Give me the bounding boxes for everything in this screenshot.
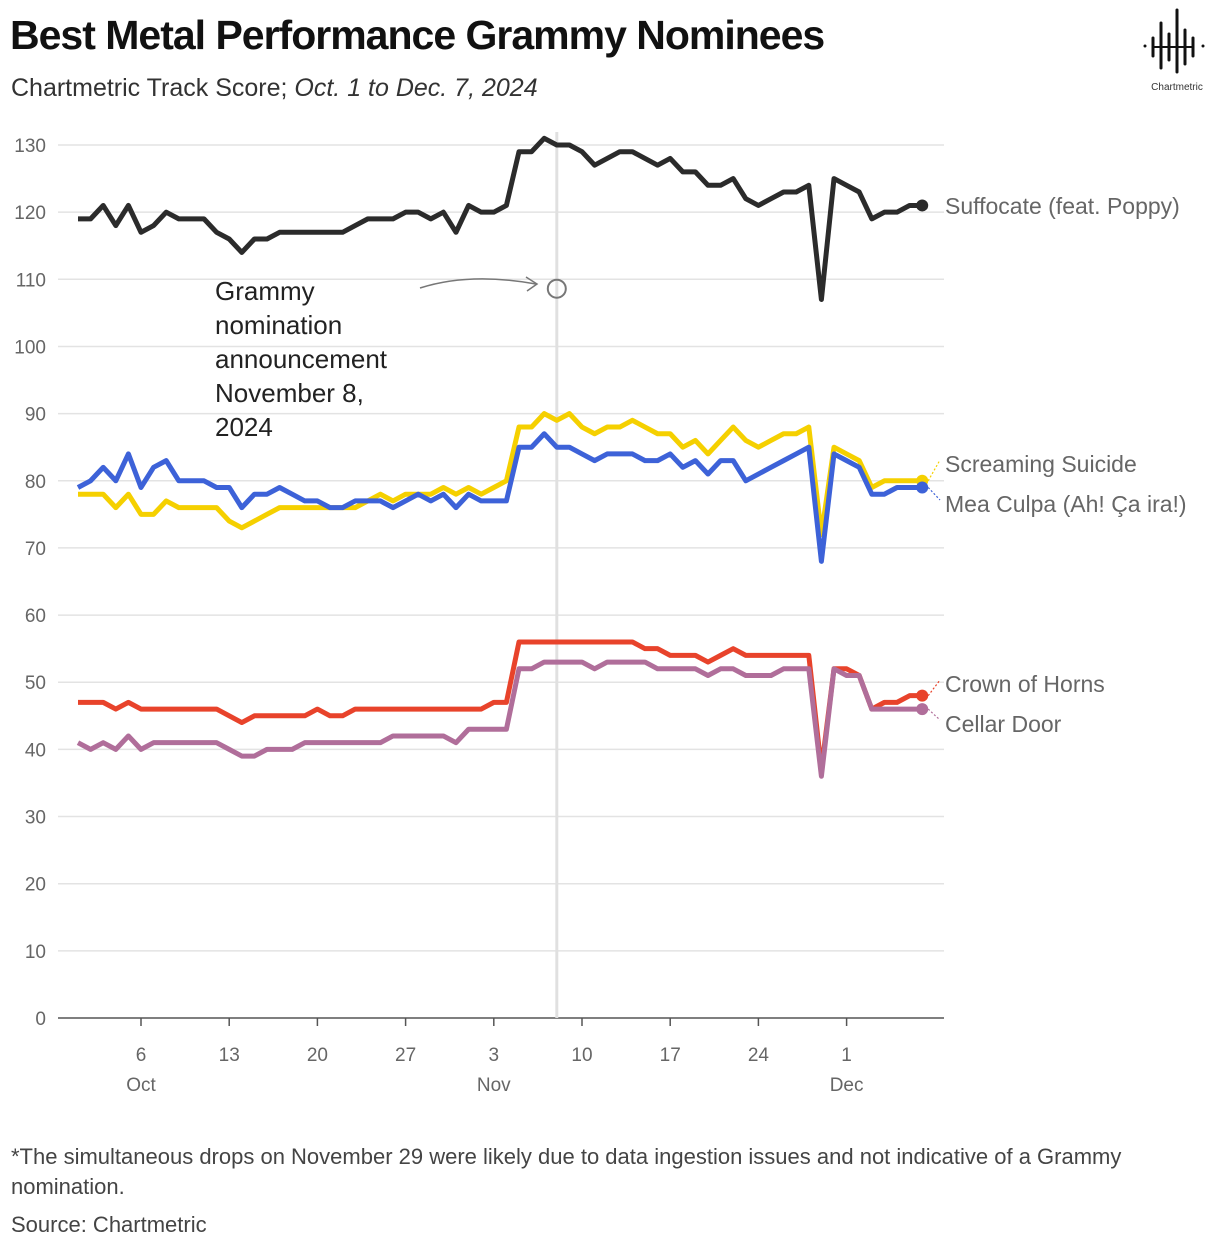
x-tick-label: 10 bbox=[571, 1045, 592, 1066]
x-tick-label: 20 bbox=[307, 1045, 328, 1066]
y-tick-label: 70 bbox=[25, 539, 46, 560]
y-tick-label: 110 bbox=[16, 270, 46, 291]
series-label-cellar-door: Cellar Door bbox=[945, 711, 1062, 737]
label-connector bbox=[927, 487, 941, 501]
y-tick-label: 20 bbox=[25, 875, 46, 896]
y-tick-label: 0 bbox=[35, 1009, 46, 1030]
subtitle-prefix: Chartmetric Track Score; bbox=[11, 74, 295, 102]
annotation-text: November 8, bbox=[215, 378, 364, 408]
series-line-suffocate-feat-poppy bbox=[78, 135, 923, 302]
annotation-text: 2024 bbox=[215, 412, 273, 442]
source-note: Source: Chartmetric bbox=[11, 1212, 207, 1237]
series-line-cellar-door bbox=[76, 659, 923, 779]
annotation-arrow bbox=[419, 278, 537, 289]
chartmetric-logo: Chartmetric bbox=[1143, 8, 1205, 93]
x-tick-label: 3 bbox=[489, 1045, 500, 1066]
annotation-marker bbox=[546, 278, 567, 299]
series-label-mea-culpa-ah-a-ira: Mea Culpa (Ah! Ça ira!) bbox=[945, 491, 1187, 517]
x-tick-label: 6 bbox=[136, 1045, 147, 1066]
series-label-crown-of-horns: Crown of Horns bbox=[945, 671, 1105, 697]
y-tick-label: 90 bbox=[25, 405, 46, 426]
x-tick-label: 27 bbox=[395, 1045, 416, 1066]
end-point-mea-culpa-ah-a-ira bbox=[916, 481, 929, 494]
x-tick-label: 24 bbox=[748, 1045, 770, 1066]
y-tick-label: 40 bbox=[25, 740, 46, 761]
end-point-crown-of-horns bbox=[916, 689, 929, 702]
y-tick-label: 50 bbox=[25, 673, 46, 694]
x-tick-label: 13 bbox=[219, 1045, 240, 1066]
series-line-crown-of-horns bbox=[78, 639, 923, 773]
label-connector bbox=[927, 459, 941, 482]
x-month-label: Nov bbox=[477, 1075, 511, 1096]
x-tick-label: 17 bbox=[660, 1045, 681, 1066]
annotation-text: announcement bbox=[215, 344, 388, 374]
footnote: *The simultaneous drops on November 29 w… bbox=[11, 1144, 1122, 1199]
annotation-text: nomination bbox=[215, 310, 342, 340]
x-month-label: Oct bbox=[126, 1075, 156, 1096]
annotation-arrowhead bbox=[525, 276, 539, 292]
series-label-suffocate-feat-poppy: Suffocate (feat. Poppy) bbox=[945, 193, 1180, 219]
end-point-cellar-door bbox=[916, 703, 929, 716]
y-tick-label: 130 bbox=[14, 136, 46, 157]
y-tick-label: 30 bbox=[25, 808, 46, 829]
chart-subtitle: Chartmetric Track Score; Oct. 1 to Dec. … bbox=[11, 74, 538, 103]
series-line-mea-culpa-ah-a-ira bbox=[76, 431, 923, 564]
series-label-screaming-suicide: Screaming Suicide bbox=[945, 451, 1137, 477]
label-connector bbox=[927, 679, 941, 697]
annotation-text: Grammy bbox=[215, 276, 315, 306]
y-tick-label: 80 bbox=[25, 472, 46, 493]
subtitle-date-range: Oct. 1 to Dec. 7, 2024 bbox=[294, 74, 538, 102]
x-tick-label: 1 bbox=[841, 1045, 852, 1066]
y-tick-label: 10 bbox=[25, 942, 46, 963]
y-tick-label: 60 bbox=[25, 606, 46, 627]
chart-title: Best Metal Performance Grammy Nominees bbox=[10, 12, 825, 58]
x-month-label: Dec bbox=[830, 1075, 864, 1096]
y-tick-label: 120 bbox=[14, 203, 46, 224]
series-line-screaming-suicide bbox=[78, 411, 923, 537]
y-tick-label: 100 bbox=[14, 337, 46, 358]
logo-text: Chartmetric bbox=[1151, 82, 1203, 93]
end-point-suffocate-feat-poppy bbox=[916, 199, 929, 212]
label-connector bbox=[927, 708, 941, 721]
